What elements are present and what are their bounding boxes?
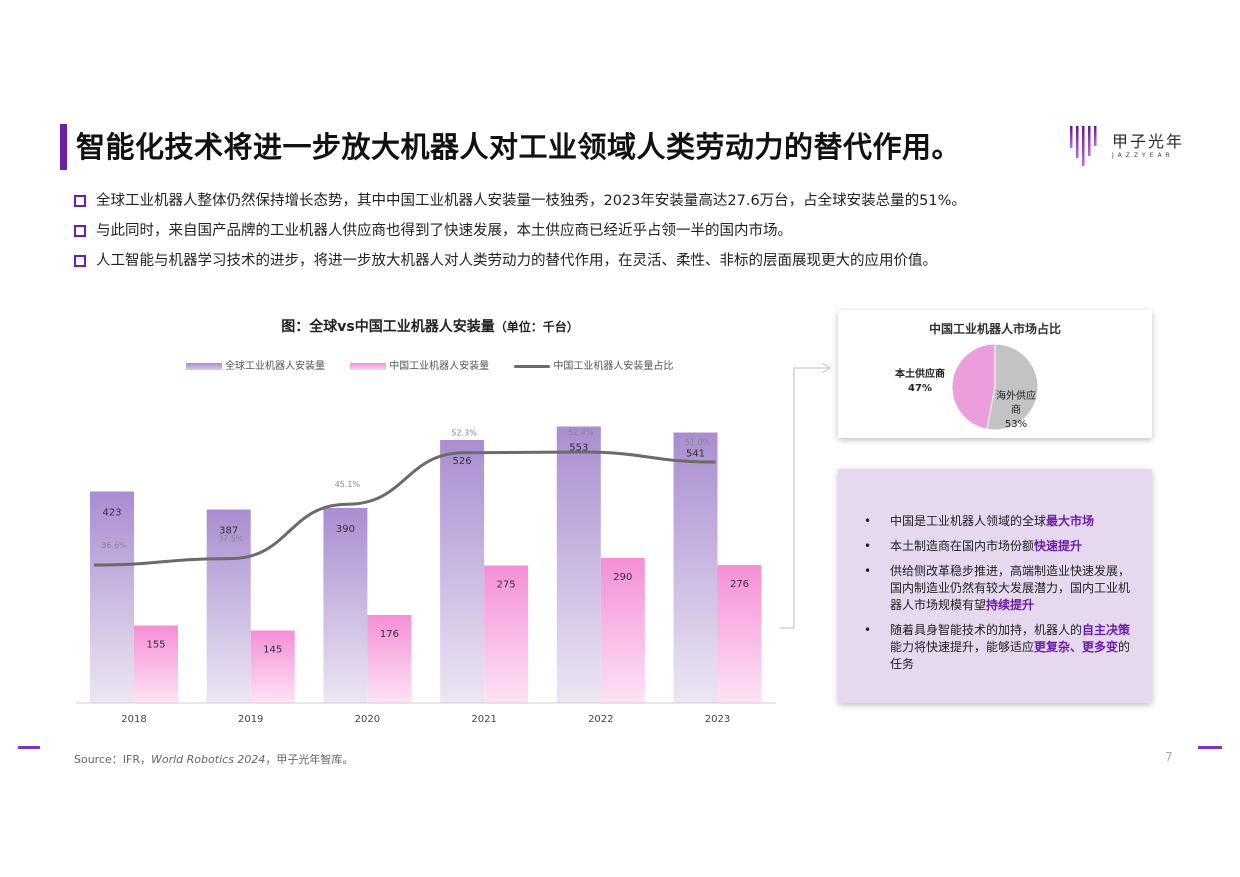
summary-bullet: 与此同时，来自国产品牌的工业机器人供应商也得到了快速发展，本土供应商已经近乎占领… [74, 216, 966, 246]
x-tick-label: 2020 [355, 714, 380, 725]
bar-label-china: 276 [730, 579, 749, 590]
square-bullet-icon [74, 255, 86, 267]
summary-bullets: 全球工业机器人整体仍然保持增长态势，其中中国工业机器人安装量一枝独秀，2023年… [74, 186, 966, 276]
bar-label-china: 145 [263, 645, 282, 656]
bar-global-2023 [673, 432, 718, 703]
bar-label-global: 423 [102, 508, 121, 519]
legend-item-global: 全球工业机器人安装量 [186, 357, 325, 372]
legend-swatch [186, 362, 222, 370]
bar-global-2018 [90, 491, 134, 703]
source-note: Source：IFR，World Robotics 2024，甲子光年智库。 [74, 753, 354, 766]
logo-subtext: JAZZYEAR [1112, 152, 1174, 159]
x-tick-label: 2021 [471, 714, 496, 725]
bar-global-2021 [440, 440, 485, 703]
summary-bullet: 全球工业机器人整体仍然保持增长态势，其中中国工业机器人安装量一枝独秀，2023年… [74, 186, 966, 216]
connector-arrow [780, 362, 831, 629]
title-accent-bar [60, 124, 67, 170]
pie-chart-card: 中国工业机器人市场占比 本土供应商 47% 海外供应商 53% [838, 310, 1152, 438]
chart-unit: （单位：千台） [494, 320, 579, 334]
bar-label-china: 155 [146, 640, 165, 651]
bar-china-2020 [367, 615, 412, 703]
share-label: 51.0% [685, 438, 711, 447]
logo: 甲子光年 JAZZYEAR [1068, 124, 1198, 170]
left-accent-line [18, 746, 40, 749]
bar-label-global: 541 [686, 449, 705, 460]
legend-swatch [350, 362, 387, 370]
legend-item-china: 中国工业机器人安装量 [350, 357, 489, 372]
bar-china-2021 [484, 565, 529, 703]
bar-china-2023 [717, 565, 762, 703]
chart-legend: 全球工业机器人安装量 中国工业机器人安装量 中国工业机器人安装量占比 [186, 357, 695, 372]
x-tick-label: 2019 [238, 714, 263, 725]
pie-label-foreign: 海外供应商 53% [996, 391, 1036, 430]
pie-title: 中国工业机器人市场占比 [928, 322, 1061, 336]
x-tick-label: 2023 [705, 714, 730, 725]
bar-label-china: 275 [497, 580, 516, 591]
bar-label-china: 176 [380, 629, 399, 640]
bar-global-2020 [323, 508, 368, 703]
x-tick-label: 2022 [588, 714, 613, 725]
bar-global-2019 [206, 509, 251, 703]
square-bullet-icon [74, 195, 86, 207]
pie-slice-0 [951, 343, 996, 430]
page-number: 7 [1165, 750, 1173, 764]
bar-china-2018 [134, 625, 178, 703]
bar-label-global: 390 [336, 524, 355, 535]
legend-item-share: 中国工业机器人安装量占比 [514, 357, 673, 372]
bar-china-2019 [250, 630, 295, 703]
share-label: 36.6% [101, 541, 127, 550]
takeaway-item: 随着具身智能技术的加持，机器人的自主决策能力将快速提升，能够适应更复杂、更多变的… [864, 622, 1134, 673]
share-label: 37.5% [218, 535, 244, 544]
square-bullet-icon [74, 225, 86, 237]
chart-title: 图：全球vs中国工业机器人安装量（单位：千台） [281, 319, 579, 335]
takeaway-item: 供给侧改革稳步推进，高端制造业快速发展，国内制造业仍然有较大发展潜力，国内工业机… [864, 563, 1134, 614]
takeaway-item: 中国是工业机器人领域的全球最大市场 [864, 513, 1134, 530]
takeaways-panel: 中国是工业机器人领域的全球最大市场本土制造商在国内市场份额快速提升供给侧改革稳步… [838, 469, 1152, 703]
legend-line [514, 364, 551, 368]
bar-china-2022 [600, 558, 645, 703]
page-title: 智能化技术将进一步放大机器人对工业领域人类劳动力的替代作用。 [76, 130, 962, 164]
logo-text: 甲子光年 [1112, 132, 1185, 151]
x-tick-label: 2018 [121, 714, 146, 725]
share-line [93, 450, 716, 567]
bar-label-global: 526 [453, 456, 472, 467]
logo-mark-icon [1070, 126, 1097, 166]
bar-line-chart: 423 155 2018 36.6% 387 145 2019 37.5% 390 176 2020… [76, 426, 776, 725]
pie-label-domestic: 本土供应商 47% [895, 369, 945, 394]
share-label: 52.3% [451, 429, 477, 438]
bar-label-global: 387 [219, 526, 238, 537]
pie-chart [951, 343, 1039, 431]
share-label: 45.1% [335, 480, 361, 489]
right-accent-line [1198, 746, 1222, 749]
share-label: 52.4% [568, 428, 594, 437]
takeaways-list: 中国是工业机器人领域的全球最大市场本土制造商在国内市场份额快速提升供给侧改革稳步… [864, 513, 1134, 681]
pie-slice-1 [986, 343, 1039, 431]
bar-global-2022 [556, 426, 601, 703]
bar-label-global: 553 [569, 443, 588, 454]
takeaway-item: 本土制造商在国内市场份额快速提升 [864, 538, 1134, 555]
summary-bullet: 人工智能与机器学习技术的进步，将进一步放大机器人对人类劳动力的替代作用，在灵活、… [74, 246, 966, 276]
bar-label-china: 290 [613, 572, 632, 583]
